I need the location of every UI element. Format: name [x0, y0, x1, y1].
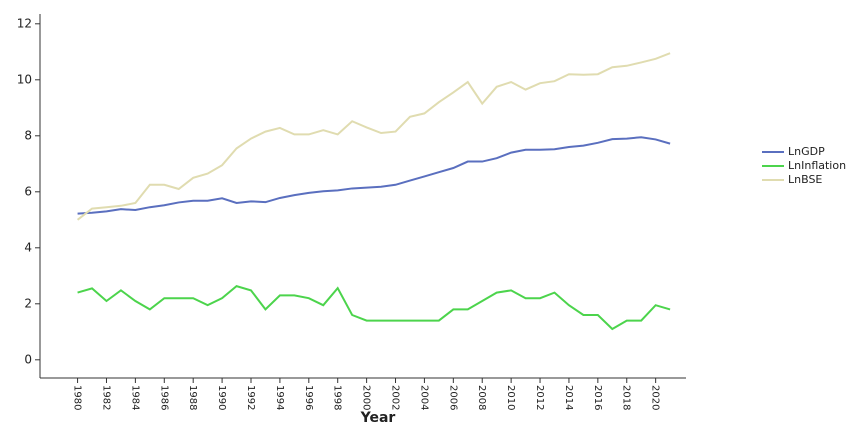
legend-label: LnBSE [788, 173, 822, 186]
x-tick-label: 1984 [129, 385, 140, 410]
x-tick-label: 2012 [534, 385, 545, 410]
y-tick-label: 12 [17, 16, 32, 30]
y-tick-label: 10 [17, 72, 32, 86]
x-tick-label: 2014 [563, 385, 574, 410]
legend-label: LnInflation [788, 159, 846, 172]
x-tick-label: 2000 [361, 385, 372, 410]
y-tick-label: 6 [24, 184, 32, 198]
x-tick-label: 1982 [100, 385, 111, 410]
x-tick-label: 1986 [158, 385, 169, 410]
legend-label: LnGDP [788, 145, 825, 158]
x-tick-label: 2020 [650, 385, 661, 410]
x-tick-label: 1988 [187, 385, 198, 410]
x-tick-label: 2016 [592, 385, 603, 410]
series-line [77, 285, 671, 331]
x-tick-label: 2008 [476, 385, 487, 410]
x-tick-label: 1996 [303, 385, 314, 410]
x-tick-label: 2018 [621, 385, 632, 410]
x-tick-label: 2002 [390, 385, 401, 410]
x-tick-label: 1992 [245, 385, 256, 410]
x-tick-label: 1994 [274, 385, 285, 410]
x-tick-label: 2004 [418, 385, 429, 410]
y-tick-label: 4 [24, 240, 32, 254]
x-axis-title: Year [360, 410, 396, 426]
x-tick-label: 1980 [72, 385, 83, 410]
x-tick-label: 1990 [216, 385, 227, 410]
y-tick-label: 0 [24, 352, 32, 366]
x-tick-label: 2006 [447, 385, 458, 410]
y-tick-label: 2 [24, 296, 32, 310]
x-tick-label: 1998 [332, 385, 343, 410]
x-tick-label: 2010 [505, 385, 516, 410]
series-line [77, 136, 671, 215]
series-line [76, 52, 671, 221]
y-tick-label: 8 [24, 128, 32, 142]
